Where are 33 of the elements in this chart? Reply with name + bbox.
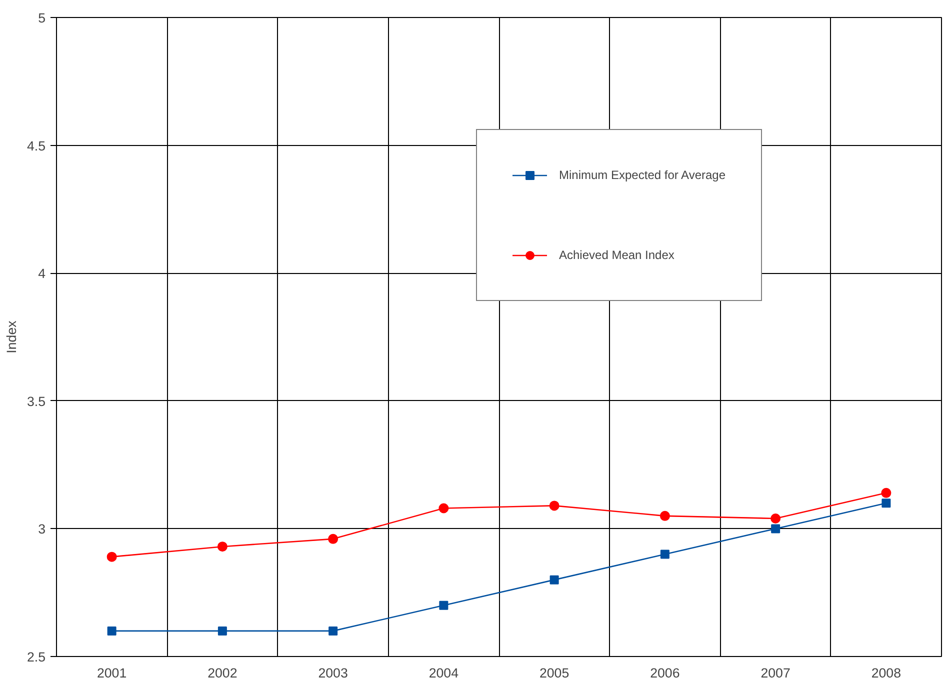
x-tick-label: 2006 bbox=[650, 666, 680, 680]
x-tick-label: 2001 bbox=[96, 666, 127, 680]
point bbox=[217, 542, 228, 552]
point bbox=[770, 513, 781, 524]
y-tick-label: 3 bbox=[38, 522, 46, 537]
y-tick-label: 2.5 bbox=[26, 650, 46, 664]
point bbox=[660, 550, 670, 559]
point bbox=[881, 488, 892, 498]
point bbox=[771, 524, 780, 534]
point bbox=[550, 575, 559, 584]
point bbox=[549, 500, 560, 511]
x-tick-label: 2008 bbox=[871, 666, 902, 680]
legend-label: Minimum Expected for Average bbox=[559, 168, 726, 182]
x-tick-label: 2002 bbox=[208, 666, 238, 680]
point bbox=[218, 626, 227, 636]
x-tick-label: 2004 bbox=[428, 666, 460, 680]
y-tick-label: 4 bbox=[38, 266, 46, 282]
point bbox=[439, 600, 448, 610]
point bbox=[107, 626, 116, 636]
x-tick-label: 2007 bbox=[760, 666, 790, 680]
point bbox=[882, 498, 891, 508]
y-tick-label: 4.5 bbox=[26, 138, 46, 154]
y-tick-label: 5 bbox=[38, 10, 46, 26]
point bbox=[660, 510, 670, 521]
x-tick-label: 2003 bbox=[318, 666, 348, 680]
point bbox=[328, 534, 338, 544]
y-tick-label: 3.5 bbox=[26, 394, 46, 409]
point bbox=[438, 503, 449, 514]
point bbox=[106, 552, 117, 562]
x-tick-label: 2005 bbox=[539, 666, 570, 680]
legend-label: Achieved Mean Index bbox=[559, 248, 674, 262]
point bbox=[328, 626, 338, 636]
y-axis-title: Index bbox=[4, 320, 19, 354]
